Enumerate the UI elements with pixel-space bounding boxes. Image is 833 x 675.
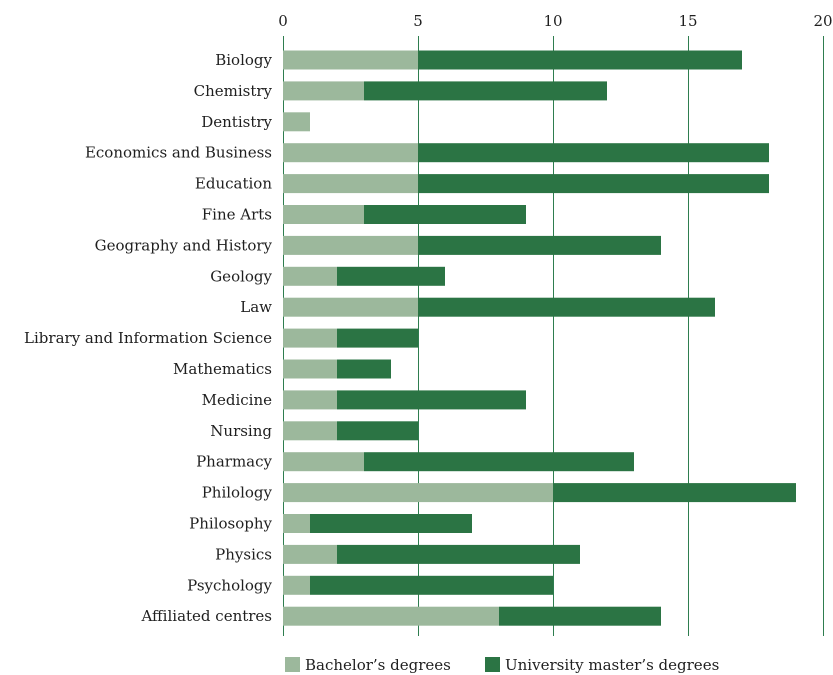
bar-masters	[337, 544, 580, 564]
bar-masters	[310, 514, 472, 533]
category-label: Geography and History	[95, 236, 273, 254]
x-tick-label: 10	[543, 12, 562, 30]
bar-masters	[364, 452, 634, 472]
bar-bachelors	[283, 483, 553, 503]
bar-bachelors	[283, 452, 364, 472]
bar-masters	[337, 421, 418, 441]
legend: Bachelor’s degrees University master’s de…	[285, 656, 719, 674]
category-label: Philosophy	[189, 515, 272, 533]
category-label: Law	[240, 298, 272, 316]
bar-bachelors	[283, 112, 310, 132]
category-label: Education	[195, 175, 272, 193]
bar-masters	[337, 359, 391, 379]
bar-masters	[418, 143, 769, 163]
category-label: Dentistry	[201, 113, 272, 131]
bar-bachelors	[283, 514, 310, 533]
legend-swatch	[285, 657, 300, 672]
bar-masters	[364, 81, 607, 101]
bar-bachelors	[283, 205, 364, 224]
bar-masters	[337, 266, 445, 286]
bar-bachelors	[283, 544, 337, 564]
bar-bachelors	[283, 81, 364, 101]
category-label: Philology	[202, 484, 273, 502]
legend-item-bachelors: Bachelor’s degrees	[285, 656, 451, 674]
bar-masters	[418, 50, 742, 70]
bar-masters	[499, 606, 661, 626]
bar-bachelors	[283, 235, 418, 255]
category-label: Pharmacy	[196, 453, 272, 471]
category-label: Library and Information Science	[24, 329, 272, 347]
bar-bachelors	[283, 50, 418, 70]
x-tick-label: 15	[678, 12, 697, 30]
bar-bachelors	[283, 143, 418, 163]
bar-masters	[364, 205, 526, 224]
legend-label: University master’s degrees	[505, 656, 719, 674]
bars-layer	[283, 50, 796, 626]
bar-bachelors	[283, 328, 337, 348]
legend-swatch	[485, 657, 500, 672]
x-tick-label: 20	[813, 12, 832, 30]
category-labels: Biology Chemistry Dentistry Economics and B…	[24, 51, 272, 625]
bar-masters	[337, 328, 418, 348]
bar-bachelors	[283, 575, 310, 595]
bar-bachelors	[283, 266, 337, 286]
x-tick-label: 0	[278, 12, 288, 30]
bar-bachelors	[283, 421, 337, 441]
bar-masters	[310, 575, 553, 595]
category-label: Fine Arts	[202, 206, 272, 224]
category-label: Geology	[210, 267, 272, 285]
bar-bachelors	[283, 174, 418, 194]
category-label: Medicine	[202, 391, 272, 409]
bar-masters	[553, 483, 796, 503]
category-label: Mathematics	[173, 360, 272, 378]
category-label: Psychology	[187, 576, 272, 594]
bar-masters	[418, 297, 715, 317]
legend-label: Bachelor’s degrees	[305, 656, 451, 674]
bar-masters	[337, 390, 526, 410]
category-label: Affiliated centres	[140, 607, 272, 625]
bar-bachelors	[283, 297, 418, 317]
bar-bachelors	[283, 390, 337, 410]
x-tick-label: 5	[413, 12, 423, 30]
category-label: Biology	[215, 51, 272, 69]
bar-masters	[418, 174, 769, 194]
x-axis-ticks: 0 5 10 15 20	[278, 12, 832, 30]
category-label: Chemistry	[194, 82, 273, 100]
category-label: Physics	[215, 545, 272, 563]
legend-item-masters: University master’s degrees	[485, 656, 719, 674]
bar-bachelors	[283, 359, 337, 379]
category-label: Nursing	[210, 422, 272, 440]
bar-masters	[418, 235, 661, 255]
bar-bachelors	[283, 606, 499, 626]
grid-layer	[283, 36, 824, 636]
category-label: Economics and Business	[85, 144, 272, 162]
